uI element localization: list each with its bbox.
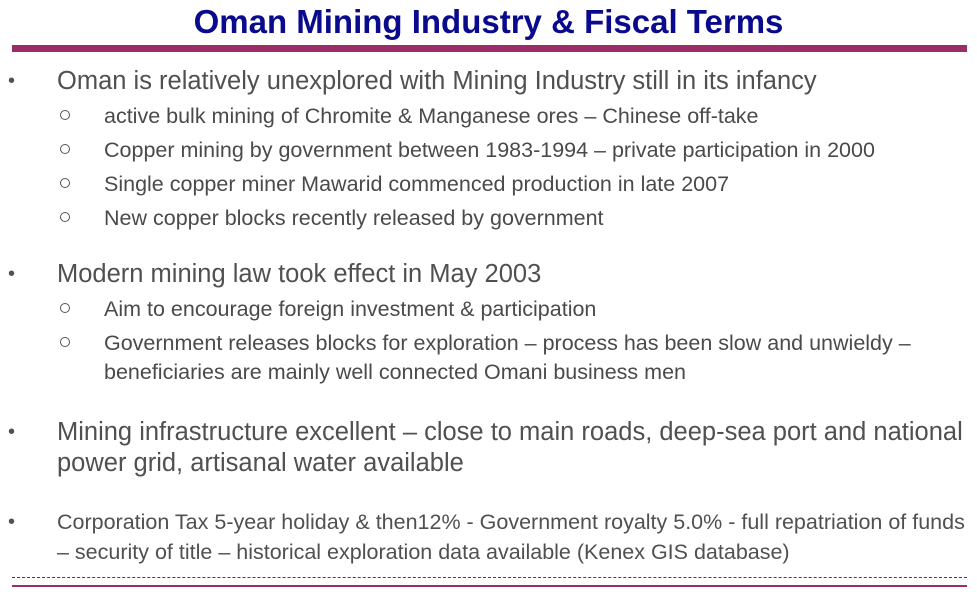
bullet-text: Mining infrastructure excellent – close … bbox=[57, 418, 963, 477]
sub-bullet-marker bbox=[60, 144, 70, 154]
footer-rule bbox=[12, 585, 967, 587]
sub-bullet-text: active bulk mining of Chromite & Mangane… bbox=[104, 104, 759, 128]
sub-bullet-text: New copper blocks recently released by g… bbox=[104, 206, 604, 230]
sub-list: Aim to encourage foreign investment & pa… bbox=[57, 295, 977, 387]
sub-bullet-marker bbox=[60, 212, 70, 222]
bullet-marker: • bbox=[8, 511, 16, 533]
bullet-marker: • bbox=[8, 263, 16, 285]
bullet-item: • Corporation Tax 5-year holiday & then1… bbox=[0, 507, 977, 567]
sub-bullet-marker bbox=[60, 178, 70, 188]
bullet-text: Oman is relatively unexplored with Minin… bbox=[57, 67, 817, 95]
sub-bullet-text: Aim to encourage foreign investment & pa… bbox=[104, 297, 597, 321]
sub-bullet-item: Government releases blocks for explorati… bbox=[57, 329, 977, 387]
bullet-marker: • bbox=[8, 421, 16, 443]
sub-bullet-marker bbox=[60, 110, 70, 120]
bullet-item: • Oman is relatively unexplored with Min… bbox=[0, 66, 977, 233]
sub-bullet-item: Copper mining by government between 1983… bbox=[57, 136, 977, 165]
sub-bullet-item: New copper blocks recently released by g… bbox=[57, 204, 977, 233]
bullet-list: • Oman is relatively unexplored with Min… bbox=[0, 66, 977, 567]
sub-list: active bulk mining of Chromite & Mangane… bbox=[57, 102, 977, 233]
sub-bullet-marker bbox=[60, 303, 70, 313]
sub-bullet-text: Government releases blocks for explorati… bbox=[104, 331, 911, 384]
sub-bullet-item: Single copper miner Mawarid commenced pr… bbox=[57, 170, 977, 199]
sub-bullet-item: Aim to encourage foreign investment & pa… bbox=[57, 295, 977, 324]
footer-dashed-rule bbox=[12, 577, 967, 578]
bullet-item: • Modern mining law took effect in May 2… bbox=[0, 259, 977, 387]
sub-bullet-item: active bulk mining of Chromite & Mangane… bbox=[57, 102, 977, 131]
title-underline bbox=[12, 45, 967, 52]
sub-bullet-text: Single copper miner Mawarid commenced pr… bbox=[104, 172, 730, 196]
bullet-item: • Mining infrastructure excellent – clos… bbox=[0, 417, 977, 479]
bullet-text: Modern mining law took effect in May 200… bbox=[57, 260, 542, 288]
slide-title: Oman Mining Industry & Fiscal Terms bbox=[193, 3, 784, 40]
sub-bullet-marker bbox=[60, 337, 70, 347]
sub-bullet-text: Copper mining by government between 1983… bbox=[104, 138, 875, 162]
bullet-text: Corporation Tax 5-year holiday & then12%… bbox=[57, 510, 965, 564]
bullet-marker: • bbox=[8, 70, 16, 92]
